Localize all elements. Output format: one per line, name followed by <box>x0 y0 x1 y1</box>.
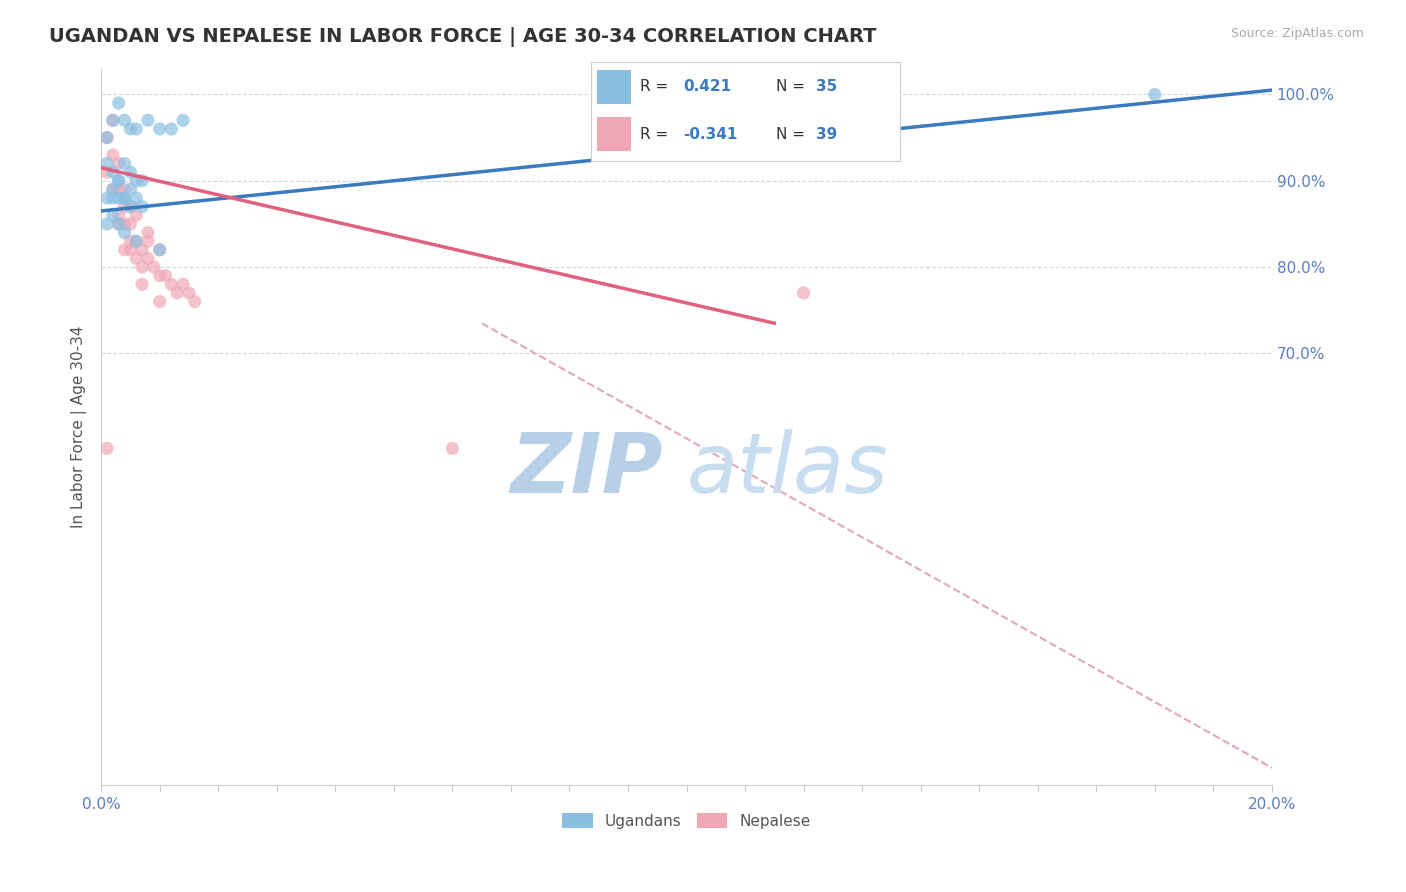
Point <box>177 285 200 300</box>
Point <box>131 243 153 257</box>
Point <box>149 243 172 257</box>
Text: R =: R = <box>640 79 673 95</box>
Text: 39: 39 <box>817 127 838 142</box>
Text: -0.341: -0.341 <box>683 127 738 142</box>
Point <box>107 96 129 111</box>
Point <box>96 442 118 456</box>
Point <box>136 113 159 128</box>
Bar <box>596 118 631 151</box>
Point <box>114 182 136 196</box>
Point <box>131 277 153 292</box>
Point <box>125 208 148 222</box>
Point <box>172 113 194 128</box>
Point <box>107 208 129 222</box>
Point <box>114 217 136 231</box>
Point <box>160 277 183 292</box>
Point <box>101 113 124 128</box>
Point <box>125 234 148 248</box>
Point <box>125 174 148 188</box>
Point <box>172 277 194 292</box>
Point <box>120 182 142 196</box>
Text: ZIP: ZIP <box>510 429 664 510</box>
Point <box>793 285 815 300</box>
Point <box>114 200 136 214</box>
Point <box>101 208 124 222</box>
Point <box>125 191 148 205</box>
Point <box>120 217 142 231</box>
Point <box>96 156 118 170</box>
Point <box>149 243 172 257</box>
Point <box>96 217 118 231</box>
Point <box>101 148 124 162</box>
Point <box>101 191 124 205</box>
Text: 35: 35 <box>817 79 838 95</box>
Point <box>160 122 183 136</box>
Point <box>136 226 159 240</box>
Point <box>101 113 124 128</box>
Point <box>107 156 129 170</box>
Text: atlas: atlas <box>686 429 889 510</box>
Point <box>125 122 148 136</box>
Point <box>166 285 188 300</box>
Y-axis label: In Labor Force | Age 30-34: In Labor Force | Age 30-34 <box>72 326 87 528</box>
Point <box>120 234 142 248</box>
Point <box>96 130 118 145</box>
Point <box>125 234 148 248</box>
Point <box>107 182 129 196</box>
Point <box>107 217 129 231</box>
Point <box>149 294 172 309</box>
Point <box>131 200 153 214</box>
Point <box>136 234 159 248</box>
Point <box>114 113 136 128</box>
Point <box>96 165 118 179</box>
Point <box>149 268 172 283</box>
Point <box>441 442 464 456</box>
Text: Source: ZipAtlas.com: Source: ZipAtlas.com <box>1230 27 1364 40</box>
Point <box>155 268 177 283</box>
Text: N =: N = <box>776 127 810 142</box>
Point <box>114 226 136 240</box>
Text: UGANDAN VS NEPALESE IN LABOR FORCE | AGE 30-34 CORRELATION CHART: UGANDAN VS NEPALESE IN LABOR FORCE | AGE… <box>49 27 877 46</box>
Text: 0.421: 0.421 <box>683 79 731 95</box>
Point <box>96 130 118 145</box>
Point <box>131 260 153 274</box>
Point <box>120 200 142 214</box>
Point <box>107 174 129 188</box>
Point <box>120 200 142 214</box>
Point <box>114 156 136 170</box>
Point <box>114 191 136 205</box>
Point <box>120 122 142 136</box>
Point <box>125 252 148 266</box>
Bar <box>596 70 631 103</box>
Point <box>136 252 159 266</box>
Point <box>114 243 136 257</box>
Point <box>107 174 129 188</box>
Point <box>1143 87 1166 102</box>
Point <box>114 191 136 205</box>
Legend: Ugandans, Nepalese: Ugandans, Nepalese <box>555 806 817 835</box>
Point <box>107 217 129 231</box>
Point <box>96 191 118 205</box>
Point <box>101 165 124 179</box>
Point <box>131 174 153 188</box>
Point <box>120 243 142 257</box>
Point <box>149 122 172 136</box>
Point <box>142 260 165 274</box>
Point <box>184 294 207 309</box>
Point <box>120 165 142 179</box>
Text: N =: N = <box>776 79 810 95</box>
Point <box>101 182 124 196</box>
Point <box>101 182 124 196</box>
Text: R =: R = <box>640 127 673 142</box>
Point <box>107 191 129 205</box>
